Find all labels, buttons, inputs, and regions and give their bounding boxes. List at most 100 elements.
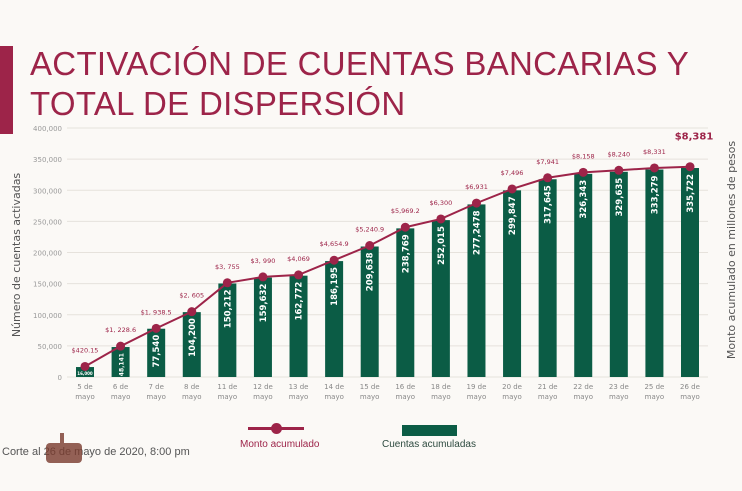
line-point <box>400 222 410 232</box>
x-tick-label: mayo <box>253 393 273 401</box>
line-value-label: $420.15 <box>72 346 99 354</box>
bar <box>182 312 201 377</box>
x-tick-label: mayo <box>538 393 558 401</box>
x-tick-label: 16 de <box>395 383 415 391</box>
line-point <box>294 270 304 280</box>
x-tick-label: mayo <box>75 393 95 401</box>
line-value-label: $3, 990 <box>251 257 276 265</box>
y-tick-label: 200,000 <box>33 250 62 258</box>
y-tick-label: 250,000 <box>33 218 62 226</box>
line-point <box>258 272 268 282</box>
y-tick-label: 0 <box>58 374 62 382</box>
x-tick-label: mayo <box>182 393 202 401</box>
x-tick-label: mayo <box>289 393 309 401</box>
bar <box>574 173 593 377</box>
legend-cuentas: Cuentas acumuladas <box>382 439 476 450</box>
line-point <box>187 307 197 317</box>
bar <box>396 228 415 377</box>
line-point <box>649 163 659 173</box>
line-point <box>685 162 695 172</box>
bar-value-label: 326,343 <box>579 180 589 219</box>
x-tick-label: mayo <box>111 393 131 401</box>
line-point <box>614 165 624 175</box>
bar-value-label: 238,769 <box>401 234 411 273</box>
x-tick-label: 20 de <box>502 383 522 391</box>
line-point <box>507 184 517 194</box>
x-tick-label: 5 de <box>77 383 92 391</box>
bar <box>76 367 94 377</box>
y-tick-label: 350,000 <box>33 156 62 164</box>
x-tick-label: 7 de <box>148 383 163 391</box>
line-point <box>222 278 232 288</box>
y-tick-label: 150,000 <box>33 281 62 289</box>
line-value-label: $7,496 <box>501 169 524 177</box>
line-value-label: $8,381 <box>675 132 714 143</box>
bar <box>218 283 237 377</box>
x-tick-label: 15 de <box>360 383 380 391</box>
line-value-label: $4,069 <box>287 255 310 263</box>
x-tick-label: mayo <box>609 393 629 401</box>
x-tick-label: 19 de <box>467 383 487 391</box>
line-series <box>84 165 691 368</box>
line-value-label: $4,654.9 <box>320 240 349 248</box>
bar <box>645 169 664 377</box>
legend-bar-swatch <box>402 425 457 436</box>
line-point <box>543 173 553 183</box>
line-value-label: $2, 605 <box>179 292 204 300</box>
bar-value-label: 48,141 <box>119 353 126 376</box>
legend-monto: Monto acumulado <box>240 439 320 450</box>
x-tick-label: mayo <box>146 393 166 401</box>
bar-value-label: 104,200 <box>188 318 198 357</box>
bar <box>681 168 699 377</box>
bar-value-label: 277,2478 <box>472 210 482 255</box>
x-tick-label: 22 de <box>573 383 593 391</box>
title-line-1: ACTIVACIÓN DE CUENTAS BANCARIAS Y <box>30 45 690 82</box>
logo-icon <box>46 433 82 463</box>
line-value-label: $6,300 <box>430 199 453 207</box>
y-tick-label: 100,000 <box>33 312 62 320</box>
line-point <box>151 323 161 333</box>
x-tick-label: 25 de <box>644 383 664 391</box>
x-tick-label: mayo <box>218 393 238 401</box>
x-tick-label: 26 de <box>680 383 700 391</box>
bar <box>253 277 272 377</box>
line-value-label: $1, 228.6 <box>105 326 136 334</box>
bar <box>609 171 628 377</box>
x-tick-label: mayo <box>573 393 593 401</box>
legend-dot-swatch <box>271 423 282 434</box>
x-tick-label: mayo <box>645 393 665 401</box>
bar <box>289 275 308 377</box>
footer-note: Corte al 26 de mayo de 2020, 8:00 pm <box>2 446 190 458</box>
bar-value-label: 329,635 <box>615 178 625 217</box>
line-value-label: $1, 938.5 <box>141 308 172 316</box>
bar <box>538 179 557 377</box>
bar-value-label: 150,212 <box>223 289 233 328</box>
bar-value-label: 209,638 <box>366 252 376 291</box>
line-value-label: $3, 755 <box>215 263 240 271</box>
page-title: ACTIVACIÓN DE CUENTAS BANCARIAS Y TOTAL … <box>30 44 689 124</box>
bar-value-label: 186,195 <box>330 267 340 306</box>
x-tick-label: mayo <box>396 393 416 401</box>
x-tick-label: 6 de <box>113 383 128 391</box>
x-tick-label: 8 de <box>184 383 199 391</box>
title-line-2: TOTAL DE DISPERSIÓN <box>30 85 406 122</box>
x-tick-label: mayo <box>431 393 451 401</box>
line-point <box>578 167 588 177</box>
bar <box>467 204 486 377</box>
title-accent-bar <box>0 46 13 134</box>
bar-value-label: 162,772 <box>295 282 305 321</box>
y-axis-label: Número de cuentas activadas <box>10 173 23 338</box>
x-tick-label: 21 de <box>538 383 558 391</box>
x-tick-label: 12 de <box>253 383 273 391</box>
y-tick-label: 400,000 <box>33 125 62 133</box>
x-tick-label: 14 de <box>324 383 344 391</box>
line-value-label: $5,240.9 <box>355 226 384 234</box>
line-value-label: $8,240 <box>607 150 630 158</box>
x-tick-label: 11 de <box>217 383 237 391</box>
bar <box>360 246 379 377</box>
x-tick-label: mayo <box>680 393 700 401</box>
bar-value-label: 335,722 <box>686 174 696 213</box>
line-value-label: $5,969.2 <box>391 207 420 215</box>
